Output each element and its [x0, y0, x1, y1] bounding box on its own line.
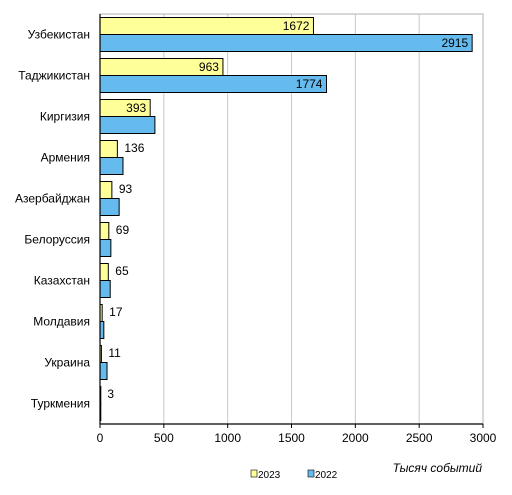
category-labels: Узбекистан Таджикистан Киргизия Армения Азер… [15, 28, 90, 411]
bar-2022 [99, 362, 108, 380]
bar-2022 [99, 157, 124, 175]
value-label-2023: 393 [126, 101, 146, 115]
value-label-2023: 136 [124, 141, 144, 155]
bar-2023 [99, 17, 314, 35]
bar-2023 [99, 181, 113, 199]
category-label: Казахстан [34, 274, 90, 288]
legend-swatch-2022 [307, 469, 315, 478]
category-label: Украина [44, 356, 90, 370]
value-labels: 1672 2915 963 1774 393 136 93 69 65 17 11 3 [107, 19, 468, 401]
value-label-2022: 2915 [441, 36, 468, 50]
legend-label-2022: 2022 [315, 470, 338, 481]
value-label-2023: 69 [116, 223, 130, 237]
value-label-2023: 17 [109, 305, 123, 319]
x-tick-label: 2000 [342, 431, 369, 445]
category-label: Туркмения [31, 397, 90, 411]
bar-2022 [99, 116, 156, 134]
x-tick-label: 1000 [214, 431, 241, 445]
category-label: Армения [41, 151, 90, 165]
category-label: Белоруссия [24, 233, 90, 247]
x-axis-unit-label: Тысяч событий [393, 461, 483, 475]
bar-2022 [99, 280, 111, 298]
bar-2022 [99, 75, 327, 93]
x-tick-label: 2500 [406, 431, 433, 445]
category-label: Киргизия [40, 110, 90, 124]
x-tick-labels: 0 500 1000 1500 2000 2500 3000 [97, 424, 497, 445]
category-label: Азербайджан [15, 192, 90, 206]
value-label-2023: 3 [107, 387, 114, 401]
bar-2023 [99, 263, 109, 281]
legend: 2023 2022 [250, 469, 338, 481]
category-label: Узбекистан [28, 28, 90, 42]
bar-2023 [99, 140, 118, 158]
value-label-2023: 11 [108, 346, 121, 360]
value-label-2023: 963 [199, 60, 219, 74]
x-tick-label: 3000 [470, 431, 497, 445]
x-tick-label: 1500 [278, 431, 305, 445]
value-label-2023: 1672 [283, 19, 310, 33]
category-label: Таджикистан [18, 69, 90, 83]
category-label: Молдавия [33, 315, 90, 329]
x-tick-label: 500 [154, 431, 174, 445]
bar-2022 [99, 239, 112, 257]
value-label-2023: 65 [115, 264, 129, 278]
value-label-2023: 93 [119, 182, 133, 196]
bars-group [99, 17, 473, 421]
legend-swatch-2023 [250, 469, 258, 478]
value-label-2022: 1774 [296, 77, 323, 91]
x-tick-label: 0 [97, 431, 104, 445]
bar-2022 [99, 34, 473, 52]
bar-2023 [99, 222, 110, 240]
bar-2022 [99, 198, 120, 216]
legend-label-2023: 2023 [258, 470, 281, 481]
